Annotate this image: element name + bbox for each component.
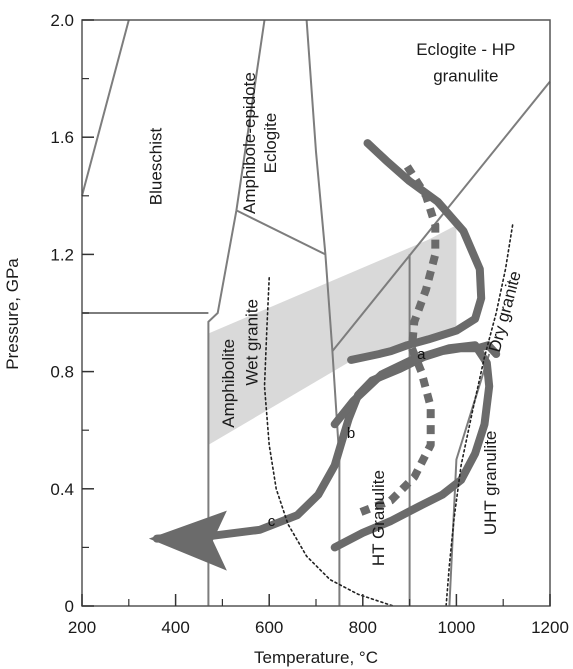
series-line-5 (263, 276, 395, 607)
facies-label-5: granulite (433, 67, 498, 86)
x-axis-title: Temperature, °C (254, 648, 378, 667)
path-point-labels: a b c (268, 346, 426, 530)
facies-label-9: HT Granulite (369, 470, 388, 566)
shaded-region (208, 225, 457, 445)
axis-ticks: 200 400 600 800 1000 1200 0 0.4 0.8 1.2 1.6 2.0 (50, 11, 569, 637)
y-tick-label-2.0: 2.0 (50, 11, 74, 30)
facies-boundary-3 (207, 19, 266, 606)
facies-boundaries (81, 19, 551, 607)
facies-boundary-8 (448, 353, 491, 607)
facies-label-3: Eclogite (261, 113, 280, 173)
x-tick-label-400: 400 (161, 618, 189, 637)
pt-path-series (148, 139, 514, 607)
series-line-2 (330, 341, 494, 552)
point-label-b: b (347, 425, 355, 442)
facies-boundary-1 (81, 19, 130, 197)
facies-boundary-7 (331, 80, 551, 352)
series-line-4 (359, 164, 440, 516)
x-tick-label-800: 800 (349, 618, 377, 637)
y-tick-label-0.8: 0.8 (50, 363, 74, 382)
y-tick-label-0: 0 (65, 597, 74, 616)
point-label-c: c (268, 513, 276, 530)
y-tick-label-1.2: 1.2 (50, 245, 74, 264)
x-tick-label-600: 600 (255, 618, 283, 637)
x-tick-label-1200: 1200 (531, 618, 569, 637)
series-line-6 (445, 224, 514, 607)
facies-boundary-4 (235, 209, 326, 256)
y-tick-label-0.4: 0.4 (50, 480, 74, 499)
facies-labels: Blueschist Amphibole-epidote Eclogite Eclog… (147, 40, 525, 566)
facies-label-2: Amphibole-epidote (240, 72, 259, 214)
series-arrowhead-1 (148, 510, 227, 571)
point-label-a: a (417, 346, 426, 363)
facies-label-4: Eclogite - HP (416, 40, 515, 59)
y-axis-title: Pressure, GPa (3, 258, 22, 370)
facies-label-7: Wet granite (243, 299, 262, 386)
x-tick-label-1000: 1000 (437, 618, 475, 637)
shaded-facies-region (208, 225, 457, 445)
x-tick-label-200: 200 (68, 618, 96, 637)
facies-boundary-5 (305, 19, 341, 606)
y-tick-label-1.6: 1.6 (50, 128, 74, 147)
facies-label-8: Dry granite (485, 269, 525, 354)
facies-label-1: Blueschist (147, 127, 166, 205)
facies-label-10: UHT granulite (481, 431, 500, 536)
facies-label-6: Amphibolite (219, 339, 238, 428)
